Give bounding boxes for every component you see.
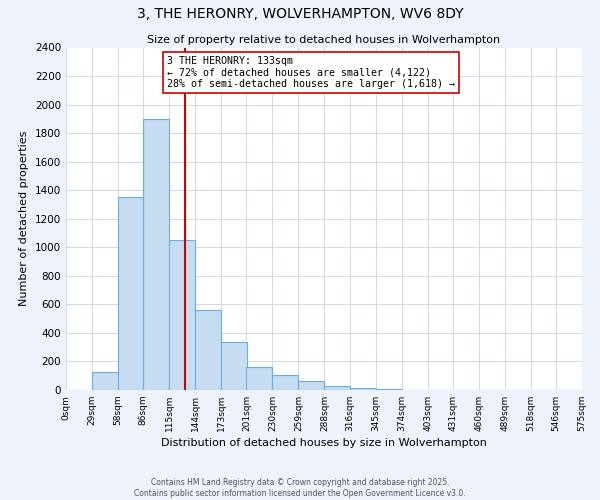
Bar bbox=[272, 375, 298, 390]
Bar bbox=[143, 119, 169, 390]
Bar bbox=[195, 310, 221, 390]
Y-axis label: Number of detached properties: Number of detached properties bbox=[19, 131, 29, 306]
Text: Contains HM Land Registry data © Crown copyright and database right 2025.
Contai: Contains HM Land Registry data © Crown c… bbox=[134, 478, 466, 498]
Bar bbox=[350, 388, 376, 390]
Bar bbox=[118, 198, 144, 390]
Bar bbox=[221, 342, 247, 390]
Bar bbox=[325, 386, 350, 390]
Bar bbox=[298, 382, 325, 390]
X-axis label: Distribution of detached houses by size in Wolverhampton: Distribution of detached houses by size … bbox=[161, 438, 487, 448]
Bar bbox=[169, 240, 195, 390]
Title: Size of property relative to detached houses in Wolverhampton: Size of property relative to detached ho… bbox=[148, 36, 500, 46]
Bar bbox=[92, 372, 118, 390]
Text: 3, THE HERONRY, WOLVERHAMPTON, WV6 8DY: 3, THE HERONRY, WOLVERHAMPTON, WV6 8DY bbox=[137, 8, 463, 22]
Bar bbox=[247, 367, 272, 390]
Text: 3 THE HERONRY: 133sqm
← 72% of detached houses are smaller (4,122)
28% of semi-d: 3 THE HERONRY: 133sqm ← 72% of detached … bbox=[167, 56, 455, 90]
